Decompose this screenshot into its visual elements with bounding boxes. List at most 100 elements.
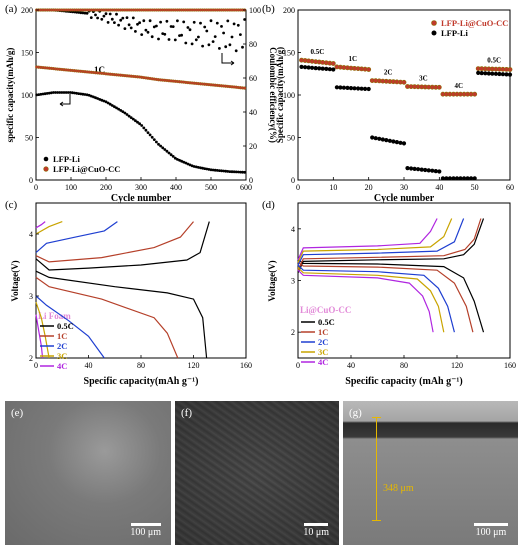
data-point <box>352 86 357 91</box>
legend-entry: 2C <box>318 337 328 347</box>
scale-bar-label: 100 μm <box>475 527 507 538</box>
data-point <box>222 31 226 35</box>
x-tick-label: 300 <box>135 183 147 192</box>
data-point <box>241 45 244 49</box>
data-point <box>94 96 97 100</box>
data-point <box>89 94 93 98</box>
data-point <box>136 120 139 124</box>
x-axis-label: Specific capacity (mAh g⁻¹) <box>345 376 462 387</box>
data-point <box>110 104 114 107</box>
data-point <box>92 95 95 99</box>
data-point <box>215 21 219 25</box>
rate-label: 0.5C <box>310 48 324 56</box>
y-axis-label: Voltage(V) <box>267 260 277 301</box>
data-point <box>157 37 160 41</box>
data-point <box>345 85 350 90</box>
data-point <box>108 102 112 106</box>
data-point <box>66 91 70 94</box>
data-point <box>209 168 213 172</box>
data-point <box>83 93 87 96</box>
legend-marker-li <box>431 30 437 36</box>
curve-discharge <box>35 270 208 359</box>
data-point <box>115 106 118 110</box>
data-point <box>106 21 110 24</box>
thickness-label: 348 μm <box>383 483 414 494</box>
scale-bar: 100 μm <box>474 523 508 538</box>
data-point <box>317 66 322 71</box>
data-point <box>56 91 60 94</box>
data-point <box>119 18 123 22</box>
data-point <box>341 85 346 90</box>
panel-label: (d) <box>262 199 275 211</box>
data-point <box>232 170 236 174</box>
chart-inner-title: Li@CuO-CC <box>300 305 351 315</box>
sem-image-f: (f) 10 μm <box>175 401 339 545</box>
data-point <box>171 155 175 158</box>
data-point <box>142 126 146 130</box>
data-point <box>401 79 407 85</box>
legend-entry: 4C <box>57 361 67 371</box>
data-point <box>215 169 219 172</box>
data-point <box>194 165 198 169</box>
data-point <box>182 20 186 24</box>
data-point <box>228 170 232 174</box>
data-point <box>173 156 177 160</box>
x-axis-label: Cycle number <box>374 193 435 204</box>
curve-charge <box>35 221 63 235</box>
data-point <box>113 105 116 109</box>
data-point <box>454 176 460 181</box>
curve-charge <box>35 221 194 263</box>
data-point <box>412 166 417 171</box>
data-point <box>194 38 198 42</box>
data-point <box>232 22 236 26</box>
data-point <box>64 91 68 94</box>
y-tick-label: 4 <box>291 225 295 234</box>
data-point <box>490 71 495 76</box>
data-point <box>201 44 205 48</box>
data-point <box>127 23 131 27</box>
x-tick-label: 0 <box>34 183 38 192</box>
y-tick-label: 80 <box>249 40 257 49</box>
data-point <box>236 23 240 27</box>
data-point <box>89 16 93 19</box>
panel-label: (g) <box>349 407 362 419</box>
data-point <box>387 138 392 143</box>
data-point <box>39 92 43 96</box>
y-tick-label: 2 <box>29 354 33 363</box>
legend: LFP-Li@CuO-CC LFP-Li <box>431 18 508 38</box>
data-point <box>41 92 45 96</box>
data-point <box>188 163 192 167</box>
data-point <box>447 176 452 181</box>
data-point <box>167 38 171 41</box>
data-point <box>243 170 247 174</box>
thickness-marker-bottom <box>372 520 381 521</box>
data-point <box>131 16 135 20</box>
data-point <box>176 19 179 23</box>
data-point <box>180 159 184 163</box>
data-point <box>226 19 230 23</box>
x-axis-label: Cycle number <box>111 193 172 204</box>
data-point <box>224 169 228 173</box>
data-point <box>47 91 51 95</box>
y-tick-label: 150 <box>283 49 295 58</box>
x-tick-label: 50 <box>471 183 479 192</box>
y-axis-label-right: Coulombic efficiency(%) <box>268 47 278 143</box>
legend-marker-li <box>43 156 49 162</box>
data-point <box>163 32 167 36</box>
data-point <box>205 167 209 171</box>
data-point <box>409 166 414 171</box>
sem-image-g: (g) 348 μm 100 μm <box>343 401 518 545</box>
x-tick-label: 120 <box>451 361 463 370</box>
data-point <box>134 119 137 123</box>
data-point <box>436 84 442 90</box>
data-point <box>220 169 223 173</box>
data-point <box>176 158 179 161</box>
x-tick-label: 160 <box>504 361 516 370</box>
data-point <box>199 21 202 25</box>
data-point <box>203 167 207 171</box>
data-point <box>224 45 228 49</box>
legend-entry: 4C <box>318 357 328 367</box>
y-tick-label: 100 <box>21 91 33 100</box>
data-point <box>504 72 509 77</box>
data-point <box>159 20 163 24</box>
